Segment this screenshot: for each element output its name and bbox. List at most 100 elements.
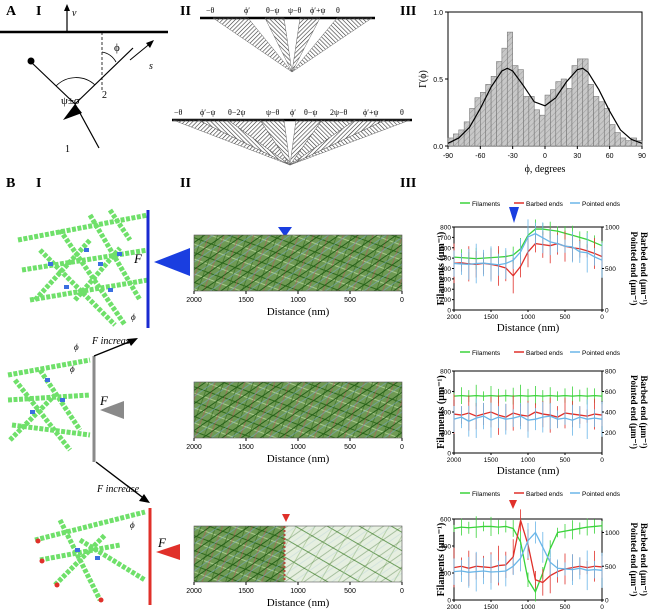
x-tick-label: -90 xyxy=(443,153,453,160)
y-tick-label: 0 xyxy=(447,451,451,458)
histogram-bar xyxy=(603,108,610,147)
histogram-bar xyxy=(593,96,600,147)
x-tick-label: 0 xyxy=(400,588,404,595)
histogram-bar xyxy=(469,108,476,147)
x-tick-label: 500 xyxy=(560,314,571,321)
fan-angle-label: θ−ψ xyxy=(304,108,317,117)
histogram-bar xyxy=(533,109,540,147)
hatched-wedge xyxy=(289,119,411,166)
b-i-schematic-top: F ϕ xyxy=(17,208,190,328)
y-tick-label: 200 xyxy=(605,430,616,437)
legend-label: Filaments xyxy=(472,350,501,357)
f-increase-arrow xyxy=(95,461,147,501)
x-axis-label: Distance (nm) xyxy=(497,465,560,477)
x-tick-label: 2000 xyxy=(186,297,202,304)
fan-angle-label: ψ−θ xyxy=(288,6,302,15)
x-tick-label: 1500 xyxy=(484,457,499,464)
position-marker-blue xyxy=(509,207,519,223)
histogram-bar xyxy=(528,96,535,147)
phi-label: ϕ xyxy=(70,364,75,374)
y-tick-label: 800 xyxy=(605,369,616,376)
panel-label-b-ii: II xyxy=(180,176,191,191)
y-axis-label-right-pointed: Pointed end (μm⁻¹) xyxy=(629,231,639,305)
x-tick-label: 1000 xyxy=(521,457,536,464)
f-increase-arrow xyxy=(93,339,135,357)
arrowhead-icon xyxy=(139,494,150,503)
arp23-triangle xyxy=(63,104,82,120)
y-tick-label: 600 xyxy=(440,245,451,252)
phi-label: ϕ xyxy=(130,520,135,530)
fan-angle-label: θ xyxy=(400,108,404,117)
x-axis-label: ϕ, degrees xyxy=(525,164,566,175)
x-tick-label: 2000 xyxy=(447,314,462,321)
y-axis-label-left: Filaments (μm⁻¹) xyxy=(436,375,447,449)
panel-label-a-iii: III xyxy=(400,4,417,19)
y-axis-label-right-barbed: Barbed end (μm⁻¹) xyxy=(639,375,649,448)
x-tick-label: 0 xyxy=(600,457,604,464)
force-arrow-red xyxy=(156,544,180,560)
x-tick-label: 500 xyxy=(344,444,356,451)
x-axis-label: Distance (nm) xyxy=(267,306,330,318)
histogram-bar xyxy=(566,88,573,147)
filament-network-overlay xyxy=(194,526,285,582)
legend-label: Pointed ends xyxy=(582,350,621,357)
y-tick-label: 600 xyxy=(605,389,616,396)
y-tick-label: 0 xyxy=(605,308,609,315)
y-tick-label: 200 xyxy=(440,430,451,437)
y-tick-label: 300 xyxy=(440,276,451,283)
histogram-bar xyxy=(620,137,627,147)
y-tick-label: 0 xyxy=(605,598,609,605)
filament-network-overlay xyxy=(284,526,402,582)
histogram-bar xyxy=(625,140,632,147)
x-tick-label: 1000 xyxy=(290,588,306,595)
x-tick-label: 0 xyxy=(543,153,547,160)
histogram-bar xyxy=(587,84,594,147)
x-tick-label: 500 xyxy=(560,604,571,611)
x-tick-label: 90 xyxy=(638,153,646,160)
fan-angle-label: ϕ′+ψ xyxy=(363,108,378,117)
y-tick-label: 1000 xyxy=(605,225,620,232)
series-line xyxy=(453,525,603,594)
a-ii-diagram: −θ ϕ′ θ−ψ ψ−θ ϕ′+ψ θ −θ ϕ′−ψ θ−2ψ ψ−θ ϕ′ θ−ψ 2ψ−θ ϕ′… xyxy=(172,6,412,166)
hatched-wedge xyxy=(291,17,321,73)
fan-angle-label: θ−ψ xyxy=(266,6,279,15)
histogram-bar xyxy=(598,101,605,147)
y-tick-label: 500 xyxy=(440,256,451,263)
legend-label: Pointed ends xyxy=(582,201,621,208)
hatched-wedge xyxy=(212,17,293,73)
b-i-schematic-middle: F increase F ϕ ϕ xyxy=(7,336,138,462)
histogram-bar xyxy=(539,114,546,147)
filament-2 xyxy=(74,47,134,105)
panel-label-b-iii: III xyxy=(400,176,417,191)
x-tick-label: 1500 xyxy=(484,604,499,611)
x-tick-label: 2000 xyxy=(186,588,202,595)
s-label: s xyxy=(149,61,153,72)
x-tick-label: 1000 xyxy=(290,297,306,304)
x-tick-label: 60 xyxy=(606,153,614,160)
panel-label-a-ii: II xyxy=(180,4,191,19)
branch-filament xyxy=(30,61,76,105)
histogram-bar xyxy=(474,97,481,147)
y-tick-label: 200 xyxy=(440,287,451,294)
x-tick-label: -60 xyxy=(475,153,485,160)
x-tick-label: 2000 xyxy=(447,457,462,464)
b-iii-profiles: Filaments Barbed ends Pointed ends 0 100 200 3… xyxy=(436,201,649,611)
fan-angle-label: −θ xyxy=(174,108,183,117)
phi-label: ϕ xyxy=(74,342,79,352)
fan-angle-label: −θ xyxy=(206,6,215,15)
series-line xyxy=(453,415,603,422)
position-marker-red xyxy=(509,500,517,509)
phi-arc xyxy=(101,51,117,63)
b-i-schematic-bottom: F increase F ϕ xyxy=(34,461,180,605)
fan-angle-label: ϕ′+ψ xyxy=(310,6,325,15)
y-tick-label: 700 xyxy=(440,235,451,242)
x-tick-label: 1500 xyxy=(238,444,254,451)
filament-label-2: 2 xyxy=(102,90,107,101)
hatched-wedge xyxy=(259,119,291,166)
b-ii-snapshots: 2000 1500 1000 500 0 Distance (nm) 2000 1500 100… xyxy=(186,227,404,609)
y-tick-label: 200 xyxy=(440,571,451,578)
histogram-bar xyxy=(501,47,508,147)
panel-label-b-i: I xyxy=(36,176,42,191)
hatched-wedge xyxy=(291,17,373,73)
